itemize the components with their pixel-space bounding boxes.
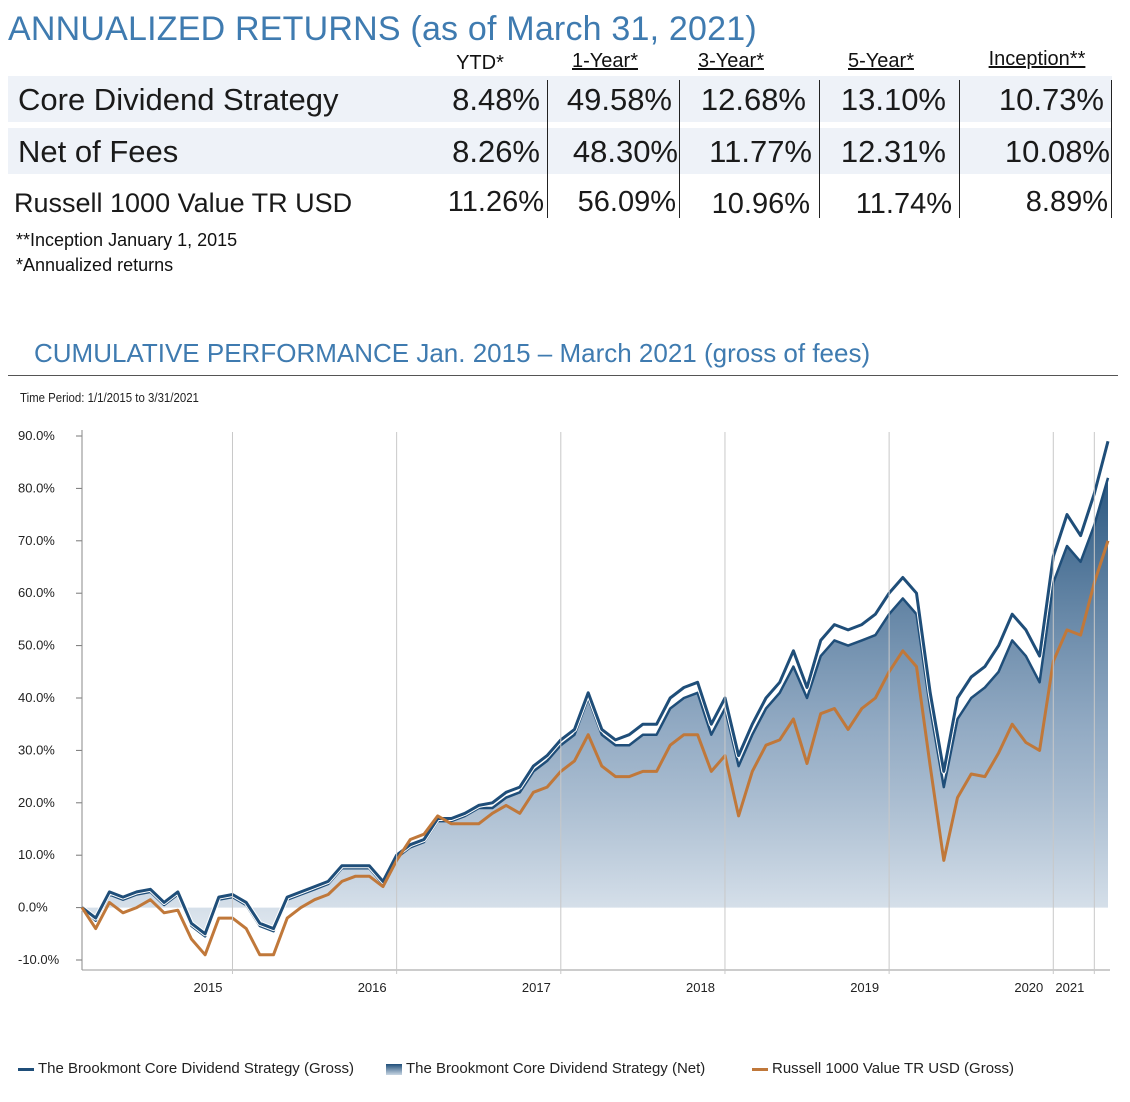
column-divider [679,80,680,218]
table-row-russell: Russell 1000 Value TR USD 11.26% 56.09% … [8,180,1112,226]
table-row-core-dividend: Core Dividend Strategy 8.48% 49.58% 12.6… [8,76,1112,122]
legend-label: The Brookmont Core Dividend Strategy (Ne… [406,1060,706,1077]
cell-3year: 12.68% [700,82,806,117]
y-axis: -10.0% 0.0% 10.0% 20.0% 30.0% 40.0% 50.0% 60.0%… [18,428,83,970]
series-area-net [82,477,1108,937]
legend-swatch-line [18,1067,34,1071]
table-row-net-of-fees: Net of Fees 8.26% 48.30% 11.77% 12.31% 1… [8,128,1112,174]
cell-1year: 56.09% [577,186,676,218]
returns-title: ANNUALIZED RETURNS (as of March 31, 2021… [8,10,757,49]
cumulative-performance-chart: -10.0% 0.0% 10.0% 20.0% 30.0% 40.0% 50.0% 60.0%… [18,428,1111,995]
cell-ytd: 11.26% [447,186,544,218]
series-line-gross [81,440,1110,936]
y-tick-label: 90.0% [18,428,55,443]
legend-label: The Brookmont Core Dividend Strategy (Gr… [38,1060,354,1077]
y-tick-label: 70.0% [18,533,55,548]
x-tick-label: 2017 [522,980,551,995]
cell-1year: 48.30% [572,134,678,169]
cell-5year: 11.74% [855,188,952,220]
y-tick-label: 40.0% [18,690,55,705]
column-divider [959,80,960,218]
x-tick-label: 2018 [686,980,715,995]
x-tick-label: 2016 [358,980,387,995]
cell-5year: 13.10% [840,82,946,117]
cell-1year: 49.58% [566,82,672,117]
y-tick-label: 50.0% [18,638,55,653]
time-period-label: Time Period: 1/1/2015 to 3/31/2021 [20,390,199,405]
column-divider [547,80,548,218]
col-header-ytd: YTD* [456,52,504,74]
legend-item-russell: Russell 1000 Value TR USD (Gross) [752,1060,1014,1077]
cell-inception: 10.08% [1004,134,1110,169]
cell-ytd: 8.26% [452,134,540,169]
y-tick-label: 60.0% [18,585,55,600]
cell-inception: 8.89% [1025,186,1108,218]
cell-inception: 10.73% [998,82,1104,117]
chart-title: CUMULATIVE PERFORMANCE Jan. 2015 – March… [34,338,871,368]
x-axis: 2015 2016 2017 2018 2019 2020 2021 [82,432,1110,995]
y-tick-label: 30.0% [18,742,55,757]
legend-item-net: The Brookmont Core Dividend Strategy (Ne… [386,1060,705,1077]
y-tick-label: -10.0% [18,952,60,967]
returns-title-main: ANNUALIZED RETURNS [8,10,401,48]
col-header-1year: 1-Year* [572,50,638,72]
cell-3year: 10.96% [711,188,810,220]
footnote-inception: **Inception January 1, 2015 [16,230,238,250]
x-tick-label: 2015 [194,980,223,995]
legend-item-gross: The Brookmont Core Dividend Strategy (Gr… [18,1060,354,1077]
col-header-3year: 3-Year* [698,50,764,72]
y-tick-label: 10.0% [18,847,55,862]
y-tick-label: 0.0% [18,900,48,915]
y-tick-label: 80.0% [18,480,55,495]
plot-area [80,440,1111,957]
cell-ytd: 8.48% [452,82,540,117]
column-divider [1111,80,1112,218]
footnote-annualized: *Annualized returns [16,255,174,275]
col-header-inception: Inception** [988,48,1086,70]
title-rule [8,375,1118,376]
col-header-5year: 5-Year* [848,50,914,72]
cell-3year: 11.77% [709,134,812,169]
cell-5year: 12.31% [840,134,946,169]
column-divider [819,80,820,218]
legend-label: Russell 1000 Value TR USD (Gross) [772,1060,1015,1077]
row-label: Net of Fees [18,134,179,169]
row-label: Core Dividend Strategy [18,82,339,117]
series-line-russell [80,540,1110,957]
y-tick-label: 20.0% [18,795,55,810]
legend-swatch-area [386,1063,402,1075]
x-tick-label: 2020 [1014,980,1043,995]
row-label: Russell 1000 Value TR USD [14,188,353,218]
x-tick-label: 2021 [1055,980,1084,995]
legend-swatch-line [752,1067,768,1071]
returns-title-subtitle: (as of March 31, 2021) [410,10,757,48]
x-tick-label: 2019 [850,980,879,995]
